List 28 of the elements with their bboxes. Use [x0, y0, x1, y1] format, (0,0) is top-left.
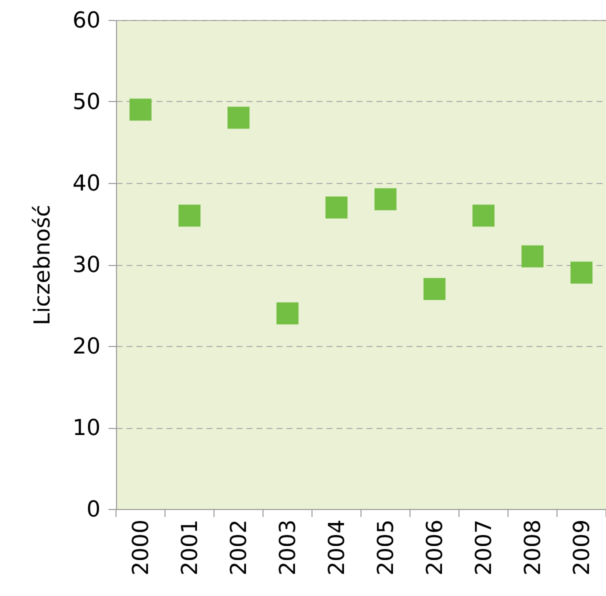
- x-tick-label: 2009: [570, 520, 595, 576]
- point: [276, 302, 298, 324]
- y-tick-label: 30: [72, 253, 100, 278]
- y-tick-label: 60: [72, 8, 100, 34]
- x-tick-label: 2003: [276, 520, 301, 576]
- y-tick-label: 50: [72, 90, 100, 115]
- point: [424, 278, 446, 300]
- x-tick-label: 2004: [325, 520, 350, 576]
- x-tick-label: 2001: [178, 520, 203, 576]
- y-tick-label: 0: [86, 498, 100, 522]
- x-tick-label: 2007: [472, 520, 497, 576]
- y-tick-label: 10: [72, 416, 100, 441]
- y-tick-label: 20: [72, 334, 100, 360]
- point: [522, 245, 544, 268]
- point: [130, 98, 152, 121]
- point: [374, 188, 396, 210]
- y-tick-label: 40: [72, 172, 100, 196]
- x-tick-label: 2000: [129, 520, 154, 576]
- x-tick-label: 2006: [423, 520, 448, 576]
- x-tick-label: 2002: [227, 520, 252, 576]
- x-tick-label: 2005: [374, 520, 399, 576]
- point: [228, 106, 250, 129]
- x-tick-label: 2008: [521, 520, 546, 576]
- point: [178, 204, 200, 227]
- y-axis-title: Liczebność: [30, 204, 56, 326]
- point: [472, 204, 494, 227]
- point: [326, 196, 348, 218]
- point: [570, 262, 592, 284]
